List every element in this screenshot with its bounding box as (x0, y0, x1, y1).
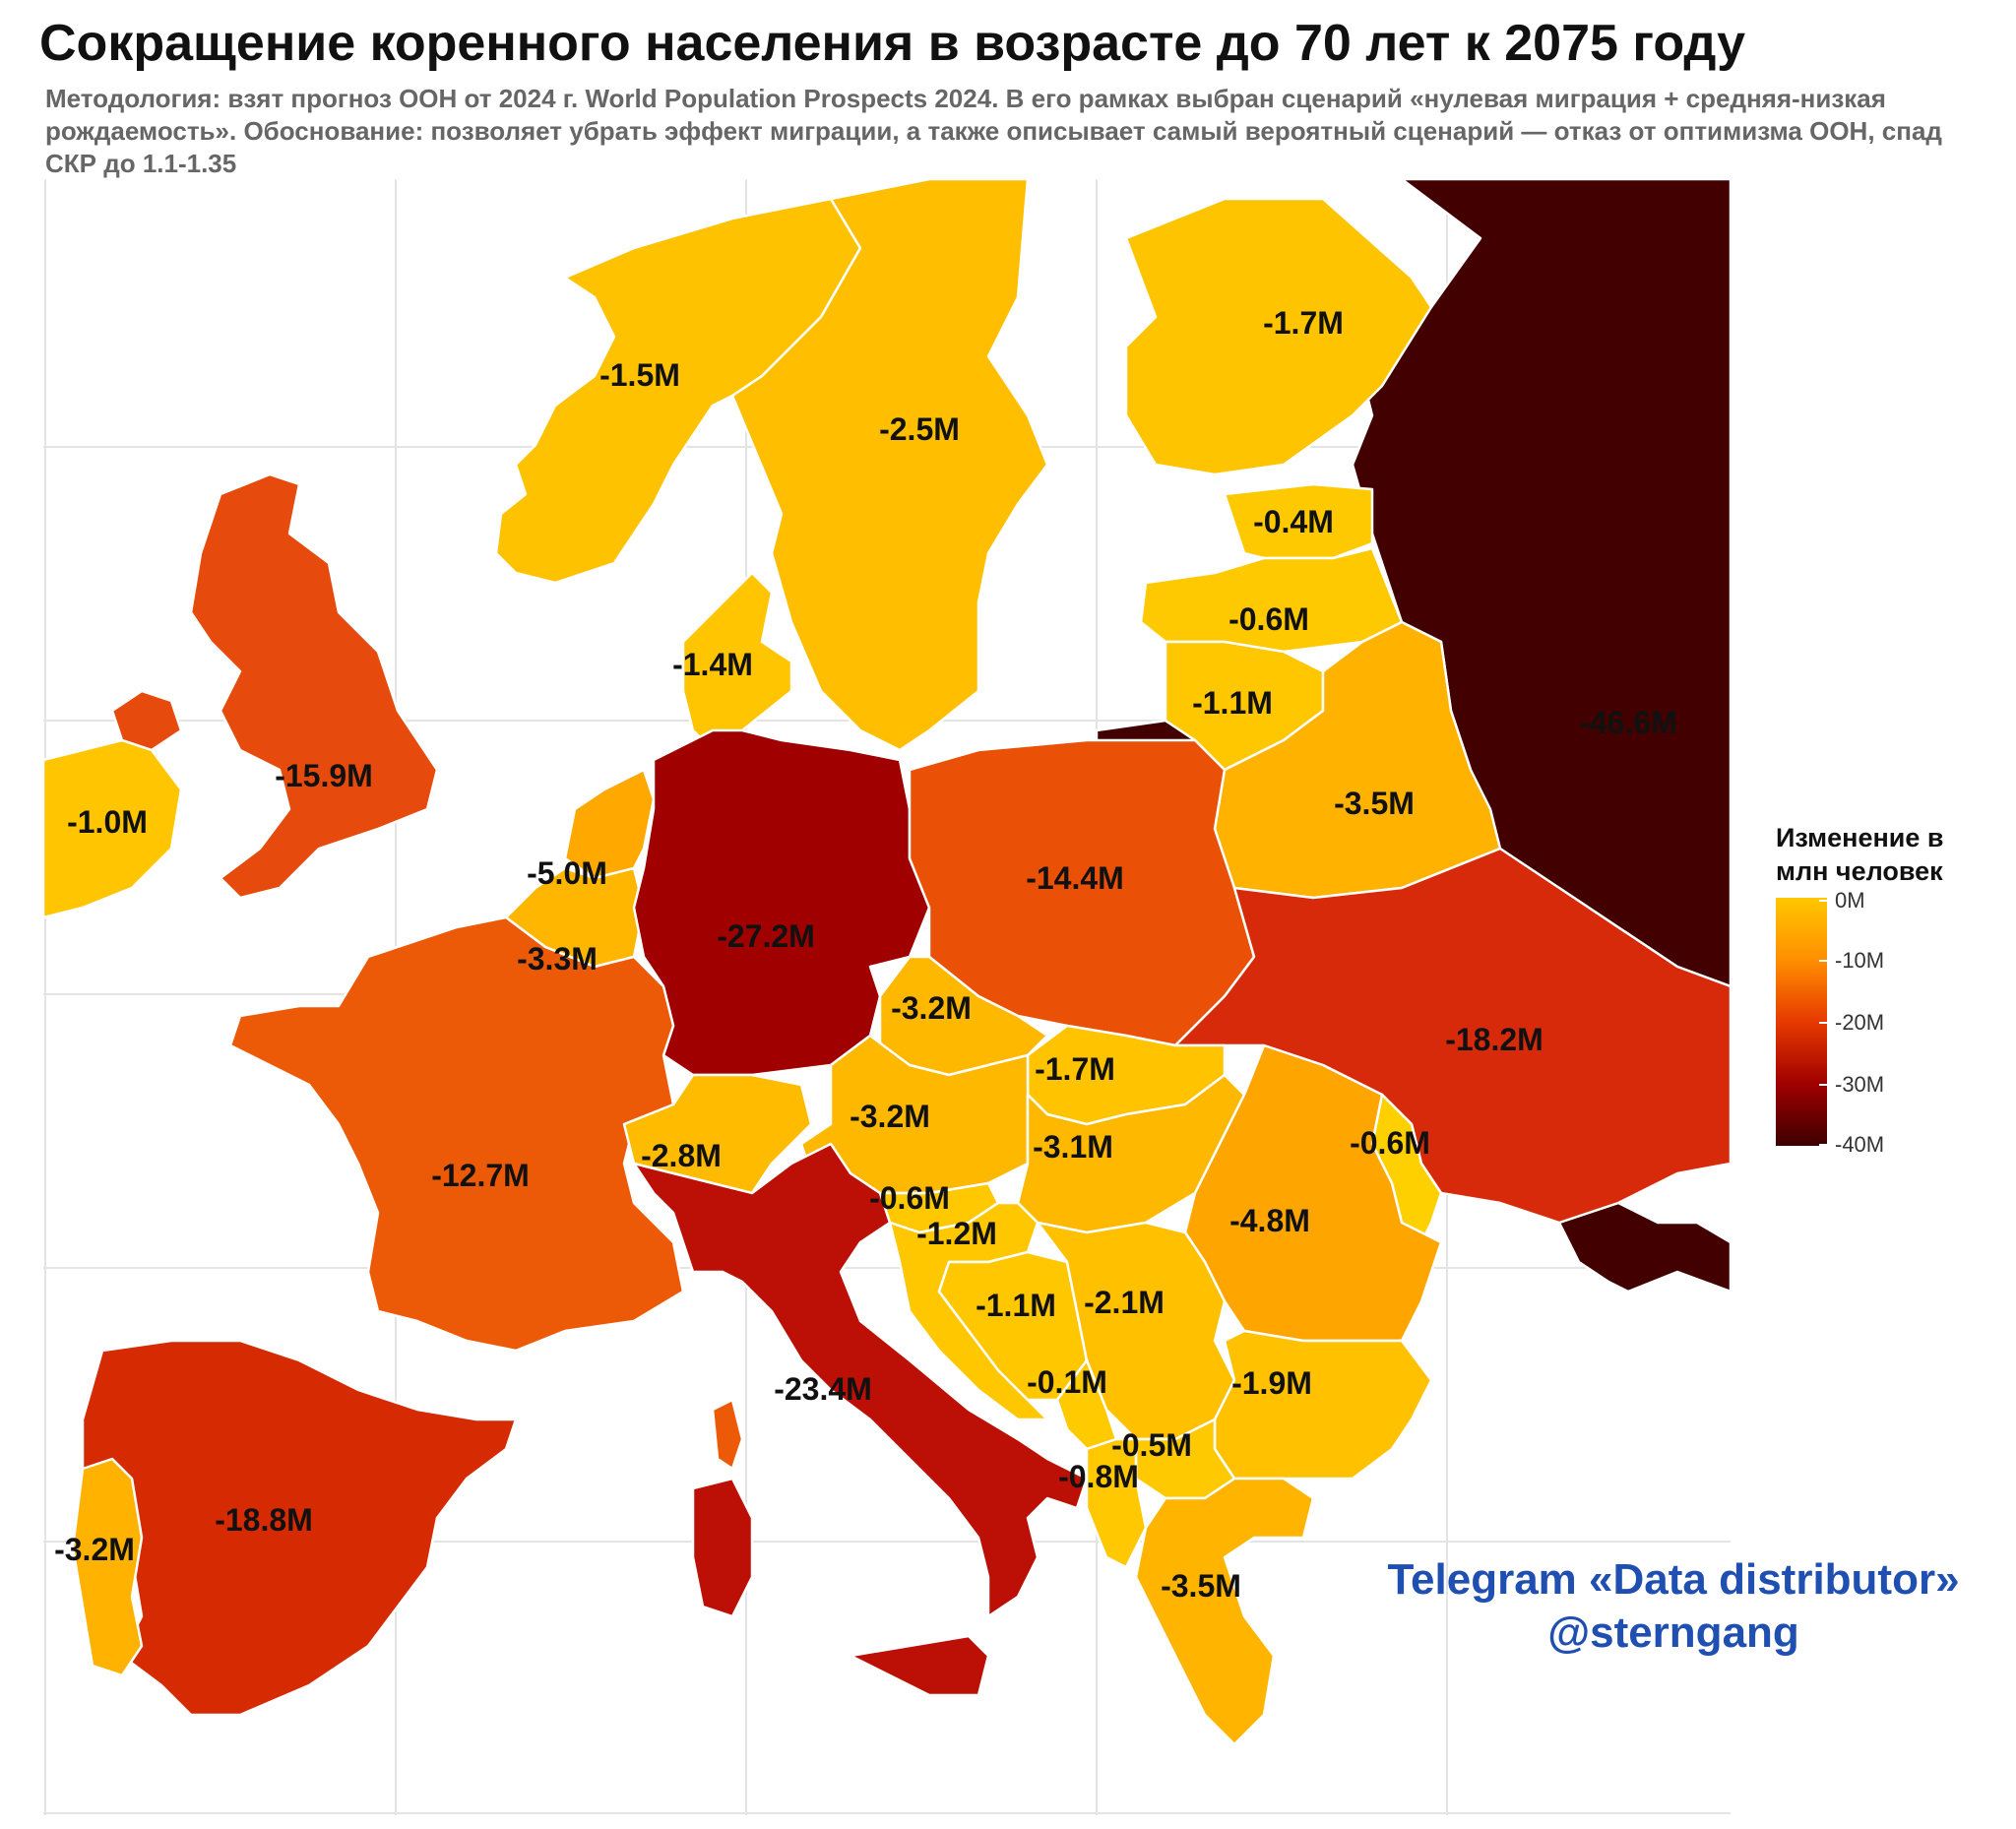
value-label: -0.1M (1027, 1364, 1107, 1400)
europe-map: -1.5M -2.5M -1.7M -46.6M -0.4M -0.6M -1.… (43, 179, 1731, 1815)
region-corsica (711, 1398, 744, 1471)
region-netherlands (563, 768, 656, 880)
value-label: -1.5M (599, 357, 680, 393)
legend-tick-label: -30M (1835, 1072, 1885, 1097)
page-title: Сокращение коренного населения в возраст… (39, 15, 1745, 72)
value-label: -1.1M (1192, 685, 1273, 721)
color-legend: Изменение в млн человек 0M -10M -20M -30… (1776, 821, 2002, 1157)
value-label: -3.5M (1334, 786, 1415, 821)
value-label: -2.5M (879, 411, 960, 447)
legend-tick-mark (1819, 1084, 1827, 1086)
value-label: -0.4M (1253, 504, 1334, 539)
region-denmark (681, 571, 793, 752)
legend-tick-mark (1819, 900, 1827, 902)
value-label: -1.7M (1263, 305, 1344, 341)
legend-tick-label: -40M (1835, 1132, 1885, 1157)
region-sicily (849, 1634, 990, 1697)
value-label: -3.5M (1161, 1568, 1241, 1604)
region-portugal (71, 1457, 144, 1677)
value-label: -3.2M (850, 1099, 930, 1134)
legend-tick-mark (1819, 1144, 1827, 1146)
value-label: -18.2M (1445, 1022, 1544, 1057)
value-label: -18.8M (215, 1502, 313, 1538)
value-label: -3.2M (54, 1532, 135, 1567)
value-label: -12.7M (431, 1158, 530, 1193)
value-label: -0.6M (869, 1180, 950, 1216)
region-italy (632, 1142, 1089, 1618)
region-crimea (1557, 1201, 1731, 1293)
value-label: -15.9M (275, 758, 373, 793)
value-label: -1.1M (976, 1288, 1056, 1323)
region-sardinia (691, 1477, 754, 1618)
telegram-credit: Telegram «Data distributor» @sterngang (1349, 1553, 1998, 1660)
value-label: -14.4M (1026, 860, 1124, 896)
region-labels: -1.5M -2.5M -1.7M -46.6M -0.4M -0.6M -1.… (54, 305, 1677, 1604)
legend-tick-label: -10M (1835, 948, 1885, 973)
value-label: -27.2M (717, 918, 815, 954)
legend-title: Изменение в млн человек (1776, 823, 1944, 886)
value-label: -46.6M (1579, 705, 1677, 740)
value-label: -0.5M (1111, 1427, 1192, 1463)
value-label: -0.6M (1350, 1125, 1430, 1161)
region-germany (632, 728, 931, 1077)
value-label: -1.0M (67, 804, 148, 840)
value-label: -1.9M (1231, 1365, 1312, 1401)
region-greece (1134, 1477, 1315, 1746)
value-label: -2.1M (1084, 1285, 1165, 1320)
region-finland (1124, 197, 1433, 476)
legend-gradient-bar (1776, 898, 1827, 1146)
legend-tick-label: 0M (1835, 888, 1865, 913)
credit-handle: @sterngang (1547, 1608, 1799, 1657)
region-france (228, 915, 685, 1353)
methodology-subtitle: Методология: взят прогноз ООН от 2024 г.… (45, 84, 1942, 178)
region-uk (189, 473, 439, 900)
legend-scale: 0M -10M -20M -30M -40M (1776, 888, 2002, 1157)
value-label: -0.8M (1058, 1459, 1139, 1494)
value-label: -1.4M (672, 647, 753, 682)
value-label: -0.6M (1228, 601, 1309, 637)
value-label: -5.0M (527, 855, 607, 891)
region-albania (1085, 1437, 1148, 1569)
value-label: -3.1M (1033, 1129, 1113, 1165)
region-ireland (43, 738, 183, 919)
value-label: -3.2M (891, 990, 972, 1026)
value-label: -3.3M (517, 941, 598, 977)
value-label: -1.7M (1035, 1051, 1115, 1087)
value-label: -23.4M (774, 1371, 872, 1407)
legend-tick-mark (1819, 960, 1827, 962)
value-label: -4.8M (1229, 1203, 1310, 1238)
region-bulgaria (1213, 1329, 1433, 1481)
legend-tick-mark (1819, 1022, 1827, 1024)
credit-channel: Telegram «Data distributor» (1387, 1555, 1960, 1604)
legend-tick-label: -20M (1835, 1010, 1885, 1035)
value-label: -2.8M (641, 1138, 722, 1173)
value-label: -1.2M (916, 1216, 997, 1251)
countries (43, 179, 1731, 1746)
region-sweden (730, 179, 1049, 752)
